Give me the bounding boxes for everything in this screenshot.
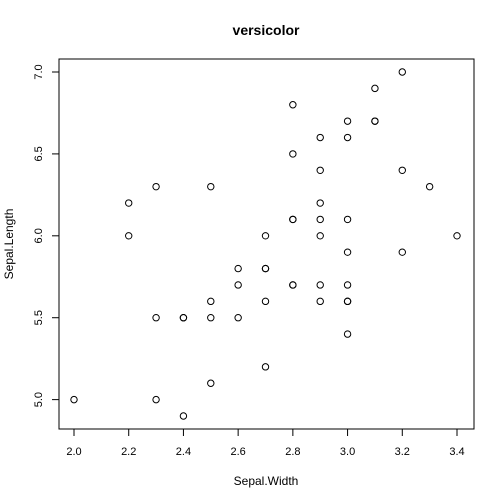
- data-point: [289, 281, 297, 289]
- data-point: [453, 232, 461, 240]
- data-point: [207, 314, 215, 322]
- data-point: [316, 133, 324, 142]
- y-tick-label: 6.5: [33, 146, 45, 161]
- x-tick-label: 2.2: [121, 446, 136, 458]
- data-point: [289, 215, 297, 224]
- data-point: [289, 101, 297, 109]
- data-point: [207, 297, 215, 306]
- x-tick-label: 3.4: [449, 446, 464, 458]
- data-point: [371, 117, 379, 125]
- data-point: [425, 182, 434, 191]
- y-tick-label: 5.5: [33, 310, 45, 325]
- data-point: [261, 297, 270, 306]
- data-point: [343, 215, 352, 224]
- data-point: [207, 182, 215, 191]
- data-point: [152, 182, 160, 191]
- data-point: [261, 363, 270, 371]
- y-tick-label: 6.0: [33, 228, 45, 243]
- x-tick-label: 2.6: [230, 446, 245, 458]
- data-point: [343, 297, 352, 306]
- data-point: [371, 84, 379, 93]
- x-tick-label: 2.4: [176, 446, 191, 458]
- x-tick-label: 3.2: [395, 446, 410, 458]
- data-point: [316, 232, 324, 240]
- y-axis-label: Sepal.Length: [2, 209, 16, 280]
- data-point: [343, 248, 352, 256]
- x-axis-label: Sepal.Width: [234, 474, 299, 488]
- data-point: [179, 314, 188, 322]
- data-point: [152, 395, 160, 404]
- x-tick-label: 2.8: [285, 446, 300, 458]
- data-point: [343, 330, 352, 338]
- data-point: [343, 133, 352, 142]
- x-axis: 2.0 2.2 2.4 2.6 2.8 3.0 3.2 3.4: [66, 428, 465, 458]
- data-point: [316, 281, 324, 289]
- data-point: [398, 248, 406, 256]
- plot-frame: [58, 58, 475, 430]
- data-point: [316, 297, 324, 306]
- data-point: [152, 314, 160, 322]
- data-point: [234, 314, 242, 322]
- y-tick-label: 7.0: [33, 64, 45, 79]
- data-point: [316, 199, 324, 207]
- data-point: [179, 412, 188, 420]
- chart-title: versicolor: [233, 22, 300, 38]
- data-point: [70, 395, 78, 404]
- data-point: [343, 117, 352, 125]
- x-tick-label: 3.0: [340, 446, 355, 458]
- data-point: [398, 68, 406, 76]
- x-tick-label: 2.0: [66, 446, 81, 458]
- data-point: [234, 264, 242, 273]
- data-point: [125, 232, 133, 240]
- data-points: [70, 68, 461, 420]
- data-point: [261, 264, 270, 273]
- data-point: [207, 379, 215, 387]
- data-point: [125, 199, 133, 207]
- data-point: [316, 215, 324, 224]
- data-point: [234, 281, 242, 289]
- y-tick-label: 5.0: [33, 392, 45, 407]
- data-point: [316, 166, 324, 174]
- y-axis: 5.0 5.5 6.0 6.5 7.0: [33, 64, 60, 407]
- data-point: [343, 281, 352, 289]
- data-point: [289, 150, 297, 158]
- data-point: [261, 232, 270, 240]
- data-point: [398, 166, 406, 174]
